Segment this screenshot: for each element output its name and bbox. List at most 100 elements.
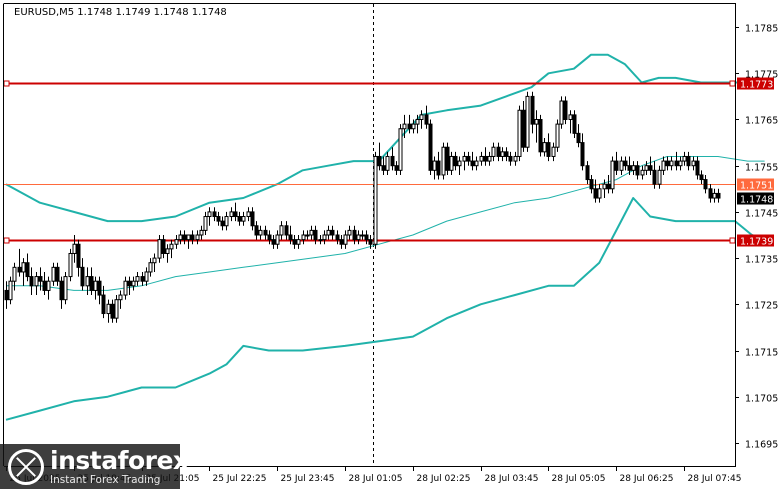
- candle-body: [635, 165, 640, 176]
- candle-body: [356, 234, 361, 241]
- candle-body: [34, 276, 39, 287]
- x-tick-label: 25 Jul 23:45: [281, 474, 335, 484]
- candle-body: [101, 294, 106, 315]
- candle-body: [288, 234, 293, 241]
- level-price-label-2: 1.1739: [740, 237, 773, 248]
- candle-body: [118, 294, 123, 301]
- candle-body: [479, 155, 484, 162]
- symbol-header: EURUSD,M5 1.1748 1.1749 1.1748 1.1748: [14, 7, 227, 18]
- x-tick-label: 25 Jul 22:25: [213, 474, 267, 484]
- candle-body: [85, 276, 90, 287]
- bollinger-upper-band: [5, 53, 765, 223]
- candle-body: [381, 165, 386, 171]
- candle-body: [135, 276, 140, 282]
- x-tick-label: 28 Jul 03:45: [485, 474, 539, 484]
- candle-body: [110, 303, 115, 319]
- candle-body: [428, 123, 433, 171]
- candle-body: [377, 155, 382, 167]
- candle-body: [275, 234, 280, 245]
- candle-body: [373, 155, 378, 245]
- candle-body: [597, 188, 602, 199]
- candle-body: [63, 276, 68, 301]
- candle-body: [530, 95, 535, 125]
- candle-body: [623, 160, 628, 167]
- candle-body: [17, 266, 22, 273]
- candle-body: [602, 183, 607, 190]
- y-tick-label: 1.1725: [745, 301, 778, 312]
- instaforex-logo: instaforex Instant Forex Trading: [0, 444, 189, 489]
- candle-body: [695, 160, 700, 176]
- candle-body: [525, 95, 530, 148]
- y-tick-label: 1.1715: [745, 348, 778, 359]
- candle-body: [106, 303, 111, 315]
- candle-body: [470, 160, 475, 167]
- candle-body: [415, 119, 420, 125]
- candle-body: [474, 160, 479, 167]
- candle-body: [457, 160, 462, 167]
- candle-body: [703, 179, 708, 190]
- candle-body: [279, 225, 284, 236]
- candle-body: [190, 234, 195, 241]
- candle-body: [97, 280, 102, 296]
- candle-body: [466, 155, 471, 162]
- candle-body: [712, 192, 717, 199]
- candle-body: [559, 100, 564, 125]
- x-tick-label: 28 Jul 05:05: [552, 474, 606, 484]
- candle-body: [563, 100, 568, 120]
- candle-body: [407, 123, 412, 130]
- candle-body: [296, 239, 301, 245]
- candle-body: [169, 243, 174, 250]
- candle-body: [441, 146, 446, 176]
- bollinger-lower-band: [5, 197, 765, 421]
- candle-body: [216, 216, 221, 222]
- candle-body: [534, 119, 539, 125]
- candle-body: [445, 146, 450, 171]
- current-price-label: 1.1751: [740, 181, 773, 192]
- candle-body: [241, 216, 246, 222]
- candle-body: [691, 160, 696, 167]
- candle-body: [686, 155, 691, 167]
- candle-body: [513, 155, 518, 162]
- candle-body: [589, 179, 594, 190]
- candle-body: [352, 229, 357, 241]
- level-price-tag-2: [737, 234, 774, 247]
- candle-body: [313, 229, 318, 241]
- candle-body: [72, 243, 77, 254]
- candle-body: [606, 183, 611, 190]
- current-price-tag: [737, 178, 774, 191]
- candle-body: [46, 280, 51, 291]
- level-handle-left-2: [3, 237, 10, 244]
- last-price-tag: [737, 192, 774, 205]
- candle-body: [394, 165, 399, 171]
- candle-body: [309, 229, 314, 236]
- candle-body: [555, 123, 560, 148]
- x-tick-label: 28 Jul 07:45: [688, 474, 742, 484]
- candle-body: [708, 188, 713, 199]
- candle-body: [627, 165, 632, 171]
- candle-body: [21, 262, 26, 273]
- level-handle-left-1: [3, 80, 10, 87]
- candle-body: [229, 211, 234, 218]
- candle-body: [411, 123, 416, 130]
- candle-body: [576, 132, 581, 144]
- y-tick-label: 1.1705: [745, 394, 778, 405]
- candle-body: [271, 239, 276, 245]
- candle-body: [93, 280, 98, 291]
- candle-body: [572, 114, 577, 134]
- candle-body: [390, 155, 395, 167]
- candle-body: [462, 155, 467, 162]
- candle-body: [174, 239, 179, 245]
- y-tick-label: 1.1785: [745, 24, 778, 35]
- candle-body: [131, 280, 136, 287]
- y-tick-label: 1.1735: [745, 255, 778, 266]
- candle-body: [207, 211, 212, 218]
- candle-body: [347, 229, 352, 236]
- candle-body: [301, 234, 306, 241]
- candle-body: [199, 229, 204, 236]
- level-price-tag-1: [737, 77, 774, 90]
- candle-body: [292, 239, 297, 245]
- candle-body: [500, 151, 505, 157]
- candle-body: [284, 225, 289, 236]
- candle-body: [593, 188, 598, 199]
- candle-body: [233, 211, 238, 218]
